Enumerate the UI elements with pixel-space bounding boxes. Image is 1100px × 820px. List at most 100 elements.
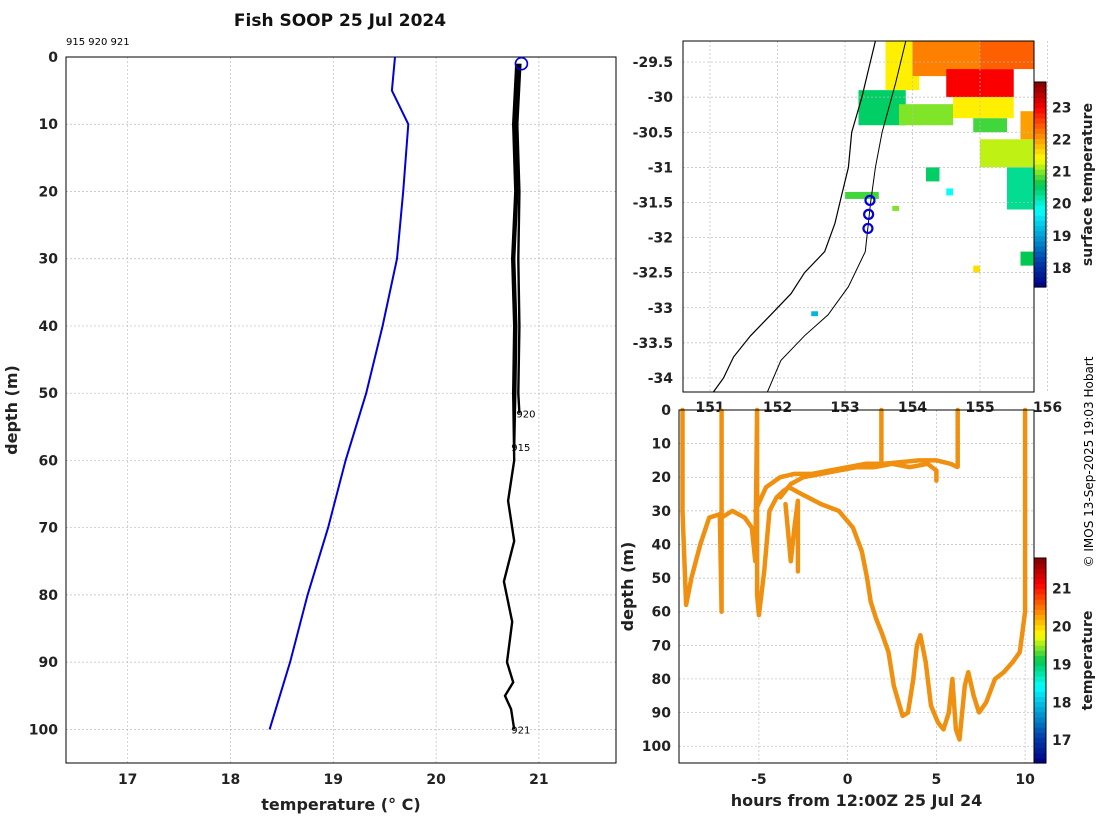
map-colorbar-segment (1034, 97, 1046, 104)
profile-x-tick-label: 18 (221, 772, 240, 788)
profile-axes-frame (65, 56, 617, 764)
section-colorbar-segment (1034, 701, 1046, 708)
section-colorbar-segment (1034, 593, 1046, 600)
profile-line-climatology (268, 56, 410, 730)
map-x-tick-label: 156 (1033, 400, 1062, 416)
map-colorbar-segment (1034, 261, 1046, 268)
map-colorbar-segment (1034, 256, 1046, 262)
map-y-tick-label: -29.5 (633, 55, 673, 71)
map-y-tick-label: -32.5 (633, 266, 673, 282)
profile-y-tick-label: 70 (39, 521, 59, 537)
map-sst-patch (858, 90, 906, 126)
profile-top-annotation: 915 920 921 (66, 37, 130, 48)
map-y-tick-label: -33.5 (633, 336, 673, 352)
section-colorbar-segment (1034, 558, 1046, 564)
profile-y-tick-label: 60 (39, 453, 59, 469)
map-station-marker (863, 208, 875, 220)
section-colorbar-segment (1034, 681, 1046, 687)
profile-x-axis-label: temperature (° C) (261, 795, 420, 814)
map-colorbar-segment (1034, 117, 1046, 124)
section-y-tick-label: 40 (652, 537, 672, 553)
map-sst-patch (926, 167, 940, 182)
map-colorbar-segment (1034, 251, 1046, 257)
section-colorbar-segment (1034, 737, 1046, 744)
section-colorbar-segment (1034, 691, 1046, 697)
section-y-tick-label: 60 (652, 605, 672, 621)
section-colorbar-segment (1034, 604, 1046, 610)
map-colorbar-segment (1034, 143, 1046, 150)
map-y-tick-label: -33 (648, 301, 673, 317)
map-x-tick-label: 154 (898, 400, 927, 416)
section-colorbar-tick-label: 19 (1052, 657, 1071, 673)
map-colorbar-segment (1034, 240, 1046, 247)
section-colorbar-segment (1034, 757, 1046, 764)
section-colorbar-segment (1034, 629, 1046, 636)
section-y-tick-label: 90 (652, 706, 672, 722)
profile-line-profile-915 (512, 63, 520, 448)
map-sst-patch (899, 104, 953, 126)
section-colorbar-segment (1034, 752, 1046, 759)
section-track (783, 498, 801, 574)
map-colorbar-segment (1034, 266, 1046, 273)
map-colorbar-segment (1034, 179, 1046, 186)
section-colorbar-segment (1034, 696, 1046, 703)
profile-line-profile-921 (502, 63, 518, 730)
section-x-tick-label: -5 (751, 772, 767, 788)
profile-chart: 17 18 19 20 21 0 10 20 30 40 50 60 70 80 90 100 920 915 92… (2, 37, 617, 814)
map-colorbar-segment (1034, 107, 1046, 114)
section-colorbar-segment (1034, 675, 1046, 682)
map-sst-patch (953, 97, 1014, 119)
section-colorbar-segment (1034, 706, 1046, 713)
section-colorbar-segment (1034, 665, 1046, 672)
map-colorbar-segment (1034, 112, 1046, 119)
section-y-tick-label: 50 (652, 571, 672, 587)
map-colorbar-segment (1034, 230, 1046, 237)
section-colorbar-tick-label: 21 (1052, 581, 1071, 597)
map-colorbar-segment (1034, 164, 1046, 170)
profile-line-label-921: 921 (511, 725, 530, 736)
section-colorbar-segment (1034, 660, 1046, 667)
credit-text: © IMOS 13-Sep-2025 19:03 Hobart (1082, 356, 1096, 567)
map-colorbar-segment (1034, 215, 1046, 221)
section-colorbar-segment (1034, 711, 1046, 718)
section-x-axis-label: hours from 12:00Z 25 Jul 24 (731, 791, 982, 810)
profile-y-tick-label: 30 (39, 252, 59, 268)
map-colorbar-segment (1034, 138, 1046, 145)
map-x-tick-label: 152 (763, 400, 792, 416)
map-colorbar-tick-label: 22 (1052, 133, 1071, 149)
map-colorbar-segment (1034, 246, 1046, 252)
profile-y-tick-label: 90 (39, 655, 59, 671)
map-colorbar-segment (1034, 205, 1046, 211)
profile-y-tick-label: 0 (48, 50, 58, 66)
section-colorbar-tick-label: 20 (1052, 619, 1072, 635)
section-y-tick-label: 80 (652, 672, 672, 688)
section-colorbar-segment (1034, 655, 1046, 662)
profile-x-tick-label: 21 (529, 772, 548, 788)
map-colorbar-segment (1034, 271, 1046, 278)
section-y-tick-label: 100 (642, 739, 671, 755)
section-track (719, 407, 1028, 742)
map-colorbar-segment (1034, 194, 1046, 201)
section-colorbar-segment (1034, 742, 1046, 749)
profile-y-axis-label: depth (m) (2, 365, 21, 455)
section-colorbar-segment (1034, 645, 1046, 651)
section-colorbar-frame (1033, 557, 1047, 764)
profile-station-marker (514, 56, 529, 71)
map-colorbar-frame (1033, 81, 1047, 288)
map-colorbar-segment (1034, 174, 1046, 180)
map-y-tick-label: -34 (648, 371, 674, 387)
section-track (777, 461, 939, 500)
profile-x-tick-label: 20 (426, 772, 446, 788)
map-y-tick-label: -32 (648, 231, 673, 247)
section-colorbar-segment (1034, 614, 1046, 621)
map-colorbar-segment (1034, 276, 1046, 283)
map-colorbar-segment (1034, 158, 1046, 165)
map-colorbar-segment (1034, 225, 1046, 232)
map-colorbar-segment (1034, 148, 1046, 155)
profile-y-tick-label: 100 (29, 722, 58, 738)
profile-x-tick-label: 19 (324, 772, 343, 788)
section-colorbar-segment (1034, 650, 1046, 656)
map-colorbar-segment (1034, 199, 1046, 206)
map-colorbar-tick-label: 23 (1052, 101, 1071, 117)
